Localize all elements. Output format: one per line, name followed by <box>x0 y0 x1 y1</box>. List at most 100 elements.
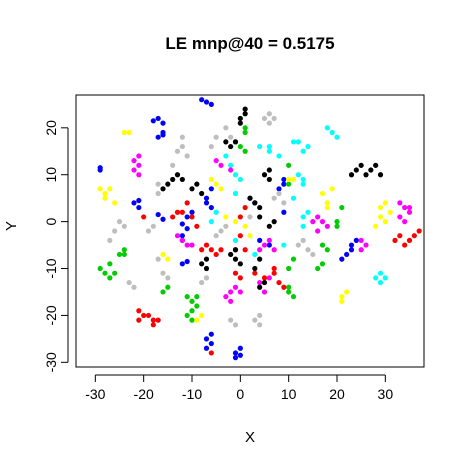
data-point <box>237 233 243 239</box>
data-point <box>179 261 185 267</box>
data-point <box>406 209 413 215</box>
data-point <box>208 101 214 107</box>
point-group <box>208 125 388 286</box>
data-point <box>179 237 185 243</box>
data-point <box>358 237 364 243</box>
data-point <box>102 190 108 197</box>
data-point <box>290 195 297 201</box>
data-point <box>121 223 127 229</box>
data-point <box>242 125 248 131</box>
data-point <box>203 200 210 206</box>
y-tick-label: 10 <box>43 167 59 183</box>
data-point <box>218 162 224 168</box>
data-point <box>208 340 214 347</box>
data-point <box>116 219 123 225</box>
data-point <box>136 153 142 159</box>
point-group <box>136 200 422 356</box>
y-tick-label: 0 <box>43 218 59 226</box>
data-point <box>145 228 152 234</box>
data-point <box>237 120 243 126</box>
data-point <box>213 134 219 140</box>
data-point <box>286 265 292 272</box>
data-point <box>213 233 219 239</box>
data-point <box>228 289 234 295</box>
data-point <box>257 322 263 328</box>
data-point <box>155 134 161 140</box>
data-point <box>387 209 393 215</box>
data-point <box>315 228 321 234</box>
data-point <box>218 186 224 192</box>
data-point <box>252 200 258 206</box>
data-point <box>290 139 297 145</box>
data-point <box>107 237 113 243</box>
data-point <box>228 143 234 150</box>
data-point <box>377 204 384 211</box>
data-point <box>107 186 113 192</box>
x-axis: -30 -20 -10 0 10 20 30 <box>85 374 393 402</box>
data-points <box>97 97 422 361</box>
data-point <box>203 265 210 272</box>
data-point <box>194 294 200 300</box>
data-point <box>305 143 311 150</box>
data-point <box>237 289 243 295</box>
data-point <box>232 247 239 253</box>
data-point <box>266 143 272 150</box>
data-point <box>300 214 306 220</box>
data-point <box>281 200 287 206</box>
data-point <box>203 242 210 248</box>
data-point <box>344 251 350 258</box>
data-point <box>165 275 171 281</box>
data-point <box>242 204 248 211</box>
point-group <box>97 125 345 323</box>
data-point <box>300 237 306 243</box>
data-point <box>281 242 287 248</box>
data-point <box>112 200 118 206</box>
data-point <box>377 279 384 286</box>
data-point <box>319 261 326 267</box>
data-point <box>136 162 142 168</box>
data-point <box>237 345 243 351</box>
data-point <box>213 158 219 164</box>
data-point <box>189 214 195 220</box>
data-point <box>112 228 118 234</box>
data-point <box>257 204 263 211</box>
data-point <box>382 200 388 206</box>
data-point <box>155 317 161 323</box>
data-point <box>184 214 190 220</box>
data-point <box>377 172 384 178</box>
data-point <box>402 219 408 225</box>
data-point <box>232 139 239 145</box>
data-point <box>334 134 340 140</box>
data-point <box>290 294 297 300</box>
data-point <box>165 284 171 290</box>
chart-title: LE mnp@40 = 0.5175 <box>165 34 334 53</box>
data-point <box>136 308 142 314</box>
data-point <box>257 312 263 319</box>
data-point <box>406 204 413 211</box>
data-point <box>252 317 258 323</box>
data-point <box>237 261 243 267</box>
data-point <box>271 247 277 253</box>
data-point <box>203 195 210 201</box>
data-point <box>189 317 195 323</box>
data-point <box>373 223 379 229</box>
y-axis-label: Y <box>3 221 20 231</box>
data-point <box>252 265 258 272</box>
data-point <box>121 129 127 136</box>
data-point <box>252 270 258 276</box>
data-point <box>242 148 248 154</box>
data-point <box>242 223 248 229</box>
data-point <box>339 256 345 262</box>
data-point <box>358 162 364 168</box>
data-point <box>199 312 205 319</box>
data-point <box>261 279 268 286</box>
data-point <box>261 289 268 295</box>
data-point <box>257 256 263 262</box>
data-point <box>247 214 253 220</box>
data-point <box>348 242 355 248</box>
data-point <box>266 275 272 281</box>
data-point <box>416 228 422 234</box>
data-point <box>150 317 156 323</box>
x-tick-label: 20 <box>329 386 345 402</box>
data-point <box>170 162 176 168</box>
